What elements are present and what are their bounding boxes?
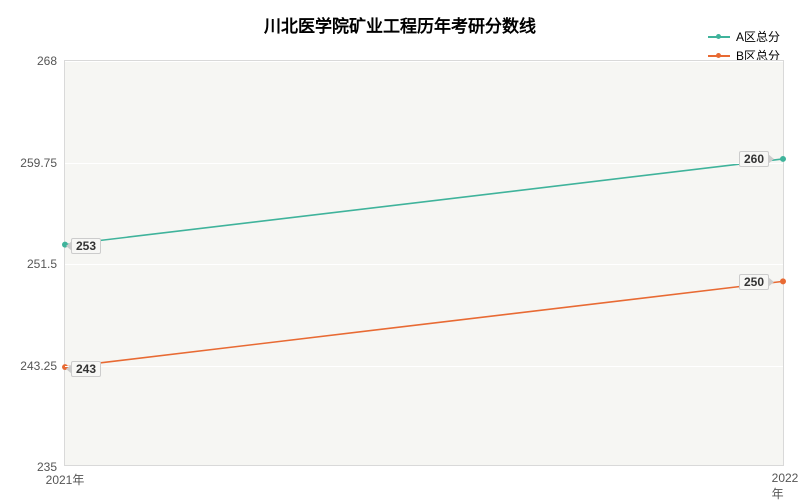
line-series [65, 61, 783, 465]
point-label: 243 [71, 361, 101, 377]
x-axis-label: 2022年 [772, 465, 799, 502]
legend-swatch-icon [708, 36, 730, 38]
legend-swatch-icon [708, 55, 730, 57]
plot-area: 235243.25251.5259.752682021年2022年2532602… [64, 60, 784, 466]
y-axis-label: 251.5 [27, 257, 65, 271]
point-label: 250 [739, 274, 769, 290]
gridline [65, 264, 783, 265]
gridline [65, 61, 783, 62]
y-axis-label: 243.25 [20, 359, 65, 373]
y-axis-label: 268 [37, 54, 65, 68]
point-label: 260 [739, 151, 769, 167]
chart-title: 川北医学院矿业工程历年考研分数线 [0, 12, 800, 37]
x-axis-label: 2021年 [46, 465, 85, 488]
chart-container: 川北医学院矿业工程历年考研分数线 A区总分 B区总分 235243.25251.… [0, 0, 800, 500]
legend-label: A区总分 [736, 28, 780, 45]
y-axis-label: 259.75 [20, 156, 65, 170]
legend-item: A区总分 [708, 28, 780, 45]
point-label: 253 [71, 238, 101, 254]
gridline [65, 366, 783, 367]
gridline [65, 467, 783, 468]
gridline [65, 163, 783, 164]
